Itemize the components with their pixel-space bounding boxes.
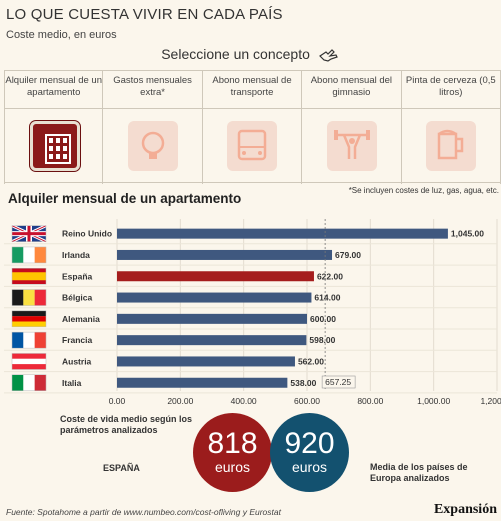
value-label: 679.00 — [335, 250, 361, 260]
cost-of-living-title: Coste de vida medio según los parámetros… — [60, 414, 193, 435]
category-label: España — [62, 271, 93, 281]
concept-tab-label: Alquiler mensual de un apartamento — [5, 71, 103, 109]
bar — [117, 335, 307, 346]
concept-icon-box — [227, 121, 278, 171]
reference-label-box — [321, 375, 356, 389]
x-tick-label: 800.00 — [357, 396, 383, 406]
value-label: 622.00 — [317, 271, 343, 281]
belgium-flag-icon — [11, 289, 47, 306]
concept-tab-label: Gastos mensuales extra* — [103, 71, 202, 109]
uk-flag-icon — [11, 224, 47, 244]
category-label: Francia — [62, 335, 93, 345]
footnote: *Se incluyen costes de luz, gas, agua, e… — [348, 186, 499, 195]
x-tick-label: 1,200.00 — [480, 396, 501, 406]
weightlifter-icon — [333, 130, 370, 159]
concept-icon-box — [29, 121, 80, 171]
spain-label: ESPAÑA — [103, 463, 140, 473]
chart-title: Alquiler mensual de un apartamento — [8, 191, 242, 206]
concept-tab-5[interactable]: Pinta de cerveza (0,5 litros) — [401, 71, 501, 184]
bar — [117, 271, 314, 282]
germany-flag-icon — [11, 310, 47, 328]
x-tick-label: 600.00 — [294, 396, 320, 406]
bar — [117, 377, 288, 388]
category-label: Reino Unido — [62, 229, 112, 239]
concept-icon-box — [426, 121, 477, 171]
france-flag-icon — [11, 331, 47, 349]
category-label: Irlanda — [62, 250, 90, 260]
category-label: Bélgica — [62, 293, 93, 303]
pointing-hand-icon — [318, 49, 338, 62]
x-tick-label: 1,000.00 — [417, 396, 450, 406]
concept-selector-label: Seleccione un concepto — [161, 46, 310, 62]
reference-line-label: 657.25 — [325, 377, 351, 387]
italy-flag-icon — [11, 374, 47, 391]
spain-cost-value: 818 — [207, 427, 258, 460]
concept-tab-label: Abono mensual de transporte — [202, 71, 302, 109]
value-label: 598.00 — [309, 335, 335, 345]
bar — [117, 313, 307, 324]
page-subtitle: Coste medio, en euros — [6, 29, 117, 41]
value-label: 614.00 — [314, 293, 340, 303]
value-label: 538.00 — [290, 378, 316, 388]
brand-logo: Expansión — [433, 502, 497, 517]
lightbulb-icon — [141, 131, 165, 159]
concept-tab-2[interactable]: Gastos mensuales extra* — [103, 71, 203, 184]
concept-selector: Alquiler mensual de un apartamento Gastos… — [4, 70, 501, 184]
x-tick-label: 400.00 — [231, 396, 257, 406]
concept-tab-label: Pinta de cerveza (0,5 litros) — [401, 71, 500, 109]
bar — [117, 356, 295, 367]
spain-flag-icon — [11, 268, 47, 285]
europe-average-label: Media de los países de Europa analizados — [370, 462, 468, 483]
category-label: Alemania — [62, 314, 100, 324]
ireland-flag-icon — [11, 246, 47, 264]
austria-flag-icon — [11, 353, 47, 370]
category-label: Austria — [62, 356, 92, 366]
concept-tab-3[interactable]: Abono mensual de transporte — [202, 71, 303, 184]
bar — [117, 292, 312, 303]
value-label: 562.00 — [298, 356, 324, 366]
x-tick-label: 0.00 — [109, 396, 126, 406]
spain-cost-unit: euros — [214, 459, 251, 475]
europe-cost-circle: 920 euros — [270, 413, 349, 492]
concept-icon-box — [326, 121, 377, 171]
spain-cost-circle: 818 euros — [193, 413, 272, 492]
source-note: Fuente: Spotahome a partir de www.numbeo… — [6, 507, 281, 517]
beer-mug-icon — [438, 129, 464, 160]
bar — [117, 249, 333, 260]
category-label: Italia — [62, 378, 82, 388]
bar-chart: 0.00 200.00 400.00 600.00 800.00 1,000.00 1,20… — [4, 219, 501, 406]
concept-selector-title: Seleccione un concepto — [0, 46, 501, 63]
value-label: 1,045.00 — [451, 229, 484, 239]
value-label: 600.00 — [310, 314, 336, 324]
x-tick-label: 200.00 — [167, 396, 193, 406]
bar — [117, 228, 448, 239]
europe-cost-value: 920 — [284, 427, 335, 460]
apartment-building-icon — [44, 134, 71, 164]
page-title: LO QUE CUESTA VIVIR EN CADA PAÍS — [6, 6, 283, 23]
concept-icon-box — [128, 121, 179, 171]
europe-cost-unit: euros — [291, 459, 328, 475]
concept-tab-4[interactable]: Abono mensual del gimnasio — [302, 71, 402, 184]
bus-icon — [238, 129, 267, 161]
concept-tab-label: Abono mensual del gimnasio — [302, 71, 401, 109]
concept-tab-1[interactable]: Alquiler mensual de un apartamento — [4, 71, 104, 184]
